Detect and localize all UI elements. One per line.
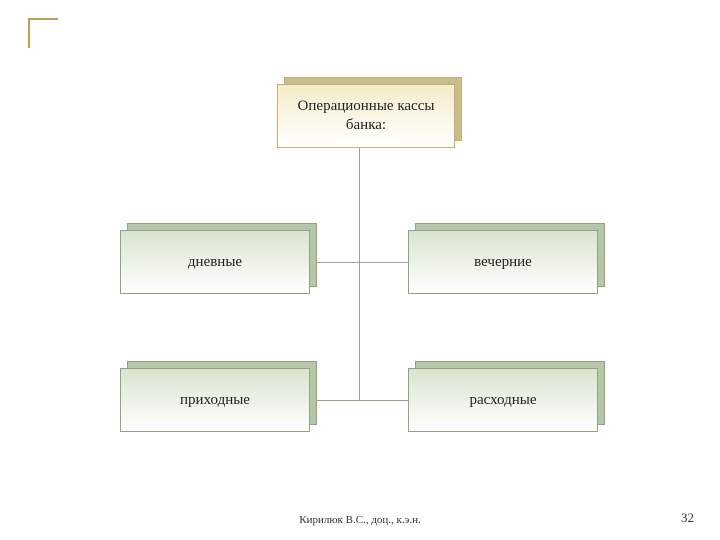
child-node-label: расходные — [469, 391, 536, 410]
root-node-label: Операционные кассы банка: — [288, 97, 444, 135]
connector-trunk — [359, 148, 360, 400]
child-node: вечерние — [408, 230, 598, 294]
child-node: расходные — [408, 368, 598, 432]
footer-page-number: 32 — [681, 510, 694, 526]
diagram-canvas: Операционные кассы банка: дневные вечерние… — [0, 0, 720, 540]
connector-branch — [310, 262, 408, 263]
child-node-label: приходные — [180, 391, 250, 410]
child-node-label: вечерние — [474, 253, 532, 272]
child-node: приходные — [120, 368, 310, 432]
child-node: дневные — [120, 230, 310, 294]
connector-branch — [310, 400, 408, 401]
child-node-label: дневные — [188, 253, 242, 272]
root-node: Операционные кассы банка: — [277, 84, 455, 148]
footer-author: Кирилюк В.С., доц., к.э.н. — [0, 514, 720, 526]
